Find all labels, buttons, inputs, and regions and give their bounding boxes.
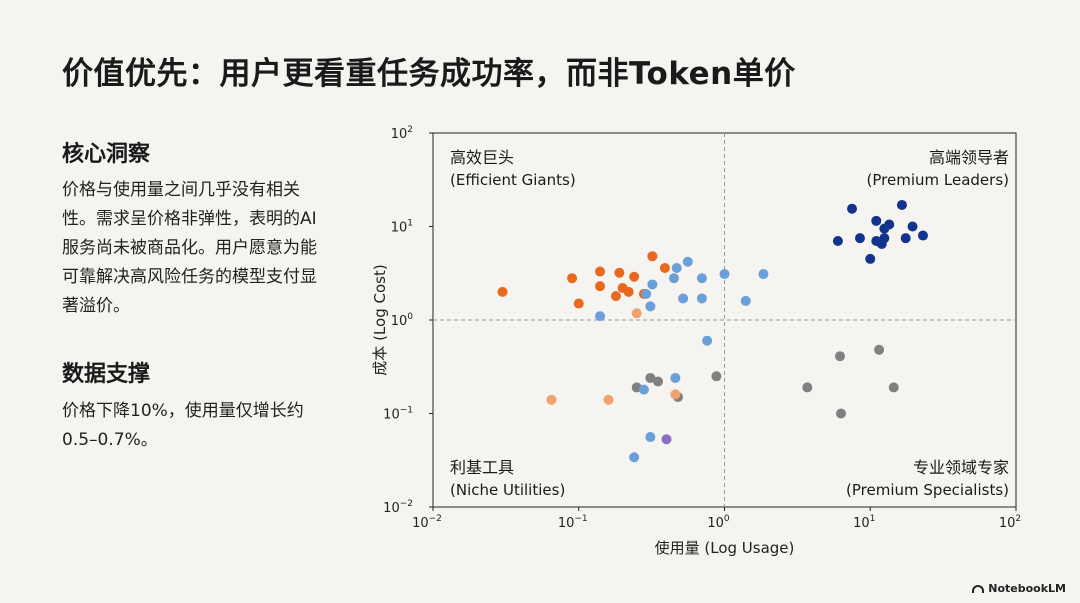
data-point xyxy=(573,298,584,309)
x-tick-label: 100 xyxy=(707,514,730,531)
data-point xyxy=(896,199,907,210)
data-point xyxy=(678,293,689,304)
data-point xyxy=(834,351,845,362)
data-point xyxy=(638,384,649,395)
y-tick-label: 102 xyxy=(391,125,413,142)
data-point xyxy=(603,394,614,405)
data-point xyxy=(682,256,693,267)
data-point xyxy=(888,382,899,393)
data-point xyxy=(641,288,652,299)
data-point xyxy=(696,273,707,284)
y-tick-label: 10−1 xyxy=(383,406,413,423)
data-point xyxy=(907,221,918,232)
data-point xyxy=(659,262,670,273)
x-tick-label: 101 xyxy=(853,514,875,531)
notebooklm-logo-icon xyxy=(972,584,985,593)
data-point xyxy=(645,372,656,383)
data-point xyxy=(595,266,606,277)
data-point xyxy=(631,308,642,319)
x-axis-label: 使用量 (Log Usage) xyxy=(655,539,795,557)
data-point xyxy=(668,273,679,284)
data-point xyxy=(647,279,658,290)
data-point xyxy=(661,434,672,445)
data-point xyxy=(847,203,858,214)
data-point xyxy=(884,219,895,230)
support-heading: 数据支撑 xyxy=(62,362,151,387)
data-point xyxy=(645,432,656,443)
data-point xyxy=(647,251,658,262)
data-point xyxy=(854,233,865,244)
data-point xyxy=(670,372,681,383)
quadrant-sublabel-top-left: (Efficient Giants) xyxy=(450,171,576,189)
data-point xyxy=(696,293,707,304)
data-point xyxy=(711,371,722,382)
data-point xyxy=(546,394,557,405)
insight-body: 价格与使用量之间几乎没有相关性。需求呈价格非弹性，表明的AI服务尚未被商品化。用… xyxy=(62,180,317,316)
data-point xyxy=(645,301,656,312)
data-point xyxy=(702,335,713,346)
y-tick-label: 100 xyxy=(391,312,414,329)
data-point xyxy=(595,311,606,322)
data-point xyxy=(874,344,885,355)
brand-label: NotebookLM xyxy=(988,582,1066,595)
data-point xyxy=(623,286,634,297)
data-point xyxy=(610,291,621,302)
data-point xyxy=(719,269,730,280)
y-axis-label: 成本 (Log Cost) xyxy=(371,264,389,375)
y-tick-label: 101 xyxy=(391,219,413,236)
x-tick-label: 102 xyxy=(999,514,1021,531)
data-point xyxy=(567,273,578,284)
quadrant-sublabel-top-right: (Premium Leaders) xyxy=(867,171,1009,189)
data-point xyxy=(497,286,508,297)
quadrant-label-bottom-left: 利基工具 xyxy=(450,458,514,477)
data-point xyxy=(871,215,882,226)
quadrant-label-bottom-right: 专业领域专家 xyxy=(913,458,1009,477)
quadrant-sublabel-bottom-left: (Niche Utilities) xyxy=(450,481,565,499)
quadrant-label-top-left: 高效巨头 xyxy=(450,148,514,167)
x-tick-label: 10−2 xyxy=(412,514,442,531)
data-point xyxy=(653,376,664,387)
data-point xyxy=(802,382,813,393)
data-point xyxy=(836,408,847,419)
support-body: 价格下降10%，使用量仅增长约0.5–0.7%。 xyxy=(62,401,304,450)
x-tick-label: 10−1 xyxy=(558,514,588,531)
data-point xyxy=(832,235,843,246)
data-point xyxy=(671,262,682,273)
data-point xyxy=(670,389,681,400)
quadrant-sublabel-bottom-right: (Premium Specialists) xyxy=(846,481,1009,499)
page-title: 价值优先：用户更看重任务成功率，而非Token单价 xyxy=(62,56,796,92)
quadrant-label-top-right: 高端领导者 xyxy=(929,148,1009,167)
data-point xyxy=(614,267,625,278)
data-point xyxy=(879,233,890,244)
data-point xyxy=(629,271,640,282)
data-point xyxy=(865,253,876,264)
data-point xyxy=(740,295,751,306)
data-point xyxy=(758,269,769,280)
brand-watermark: NotebookLM xyxy=(972,582,1066,595)
data-point xyxy=(629,452,640,463)
data-point xyxy=(900,233,911,244)
data-point xyxy=(917,230,928,241)
data-point xyxy=(595,281,606,292)
y-tick-label: 10−2 xyxy=(383,499,413,516)
insight-heading: 核心洞察 xyxy=(62,142,151,167)
